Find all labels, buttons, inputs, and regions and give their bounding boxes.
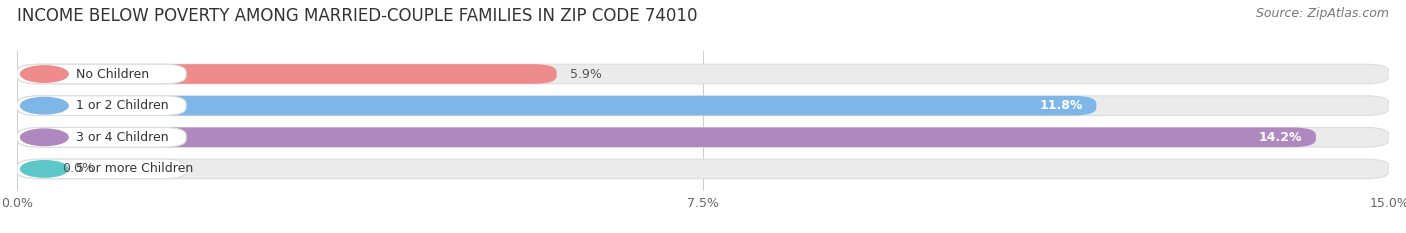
Text: 11.8%: 11.8%	[1039, 99, 1083, 112]
Text: 5 or more Children: 5 or more Children	[76, 162, 194, 175]
Circle shape	[21, 97, 67, 114]
FancyBboxPatch shape	[17, 127, 186, 147]
FancyBboxPatch shape	[17, 96, 1097, 116]
Text: No Children: No Children	[76, 68, 149, 81]
Text: 0.0%: 0.0%	[63, 162, 94, 175]
Text: 5.9%: 5.9%	[571, 68, 602, 81]
Text: Source: ZipAtlas.com: Source: ZipAtlas.com	[1256, 7, 1389, 20]
Text: INCOME BELOW POVERTY AMONG MARRIED-COUPLE FAMILIES IN ZIP CODE 74010: INCOME BELOW POVERTY AMONG MARRIED-COUPL…	[17, 7, 697, 25]
FancyBboxPatch shape	[17, 64, 186, 84]
FancyBboxPatch shape	[17, 127, 1389, 147]
FancyBboxPatch shape	[17, 159, 186, 179]
FancyBboxPatch shape	[17, 64, 1389, 84]
Text: 3 or 4 Children: 3 or 4 Children	[76, 131, 169, 144]
FancyBboxPatch shape	[17, 64, 557, 84]
Text: 1 or 2 Children: 1 or 2 Children	[76, 99, 169, 112]
Circle shape	[21, 66, 67, 82]
FancyBboxPatch shape	[17, 159, 1389, 179]
FancyBboxPatch shape	[17, 96, 1389, 116]
Circle shape	[21, 129, 67, 146]
FancyBboxPatch shape	[17, 96, 186, 116]
Text: 14.2%: 14.2%	[1258, 131, 1302, 144]
Circle shape	[21, 161, 67, 177]
FancyBboxPatch shape	[17, 127, 1316, 147]
